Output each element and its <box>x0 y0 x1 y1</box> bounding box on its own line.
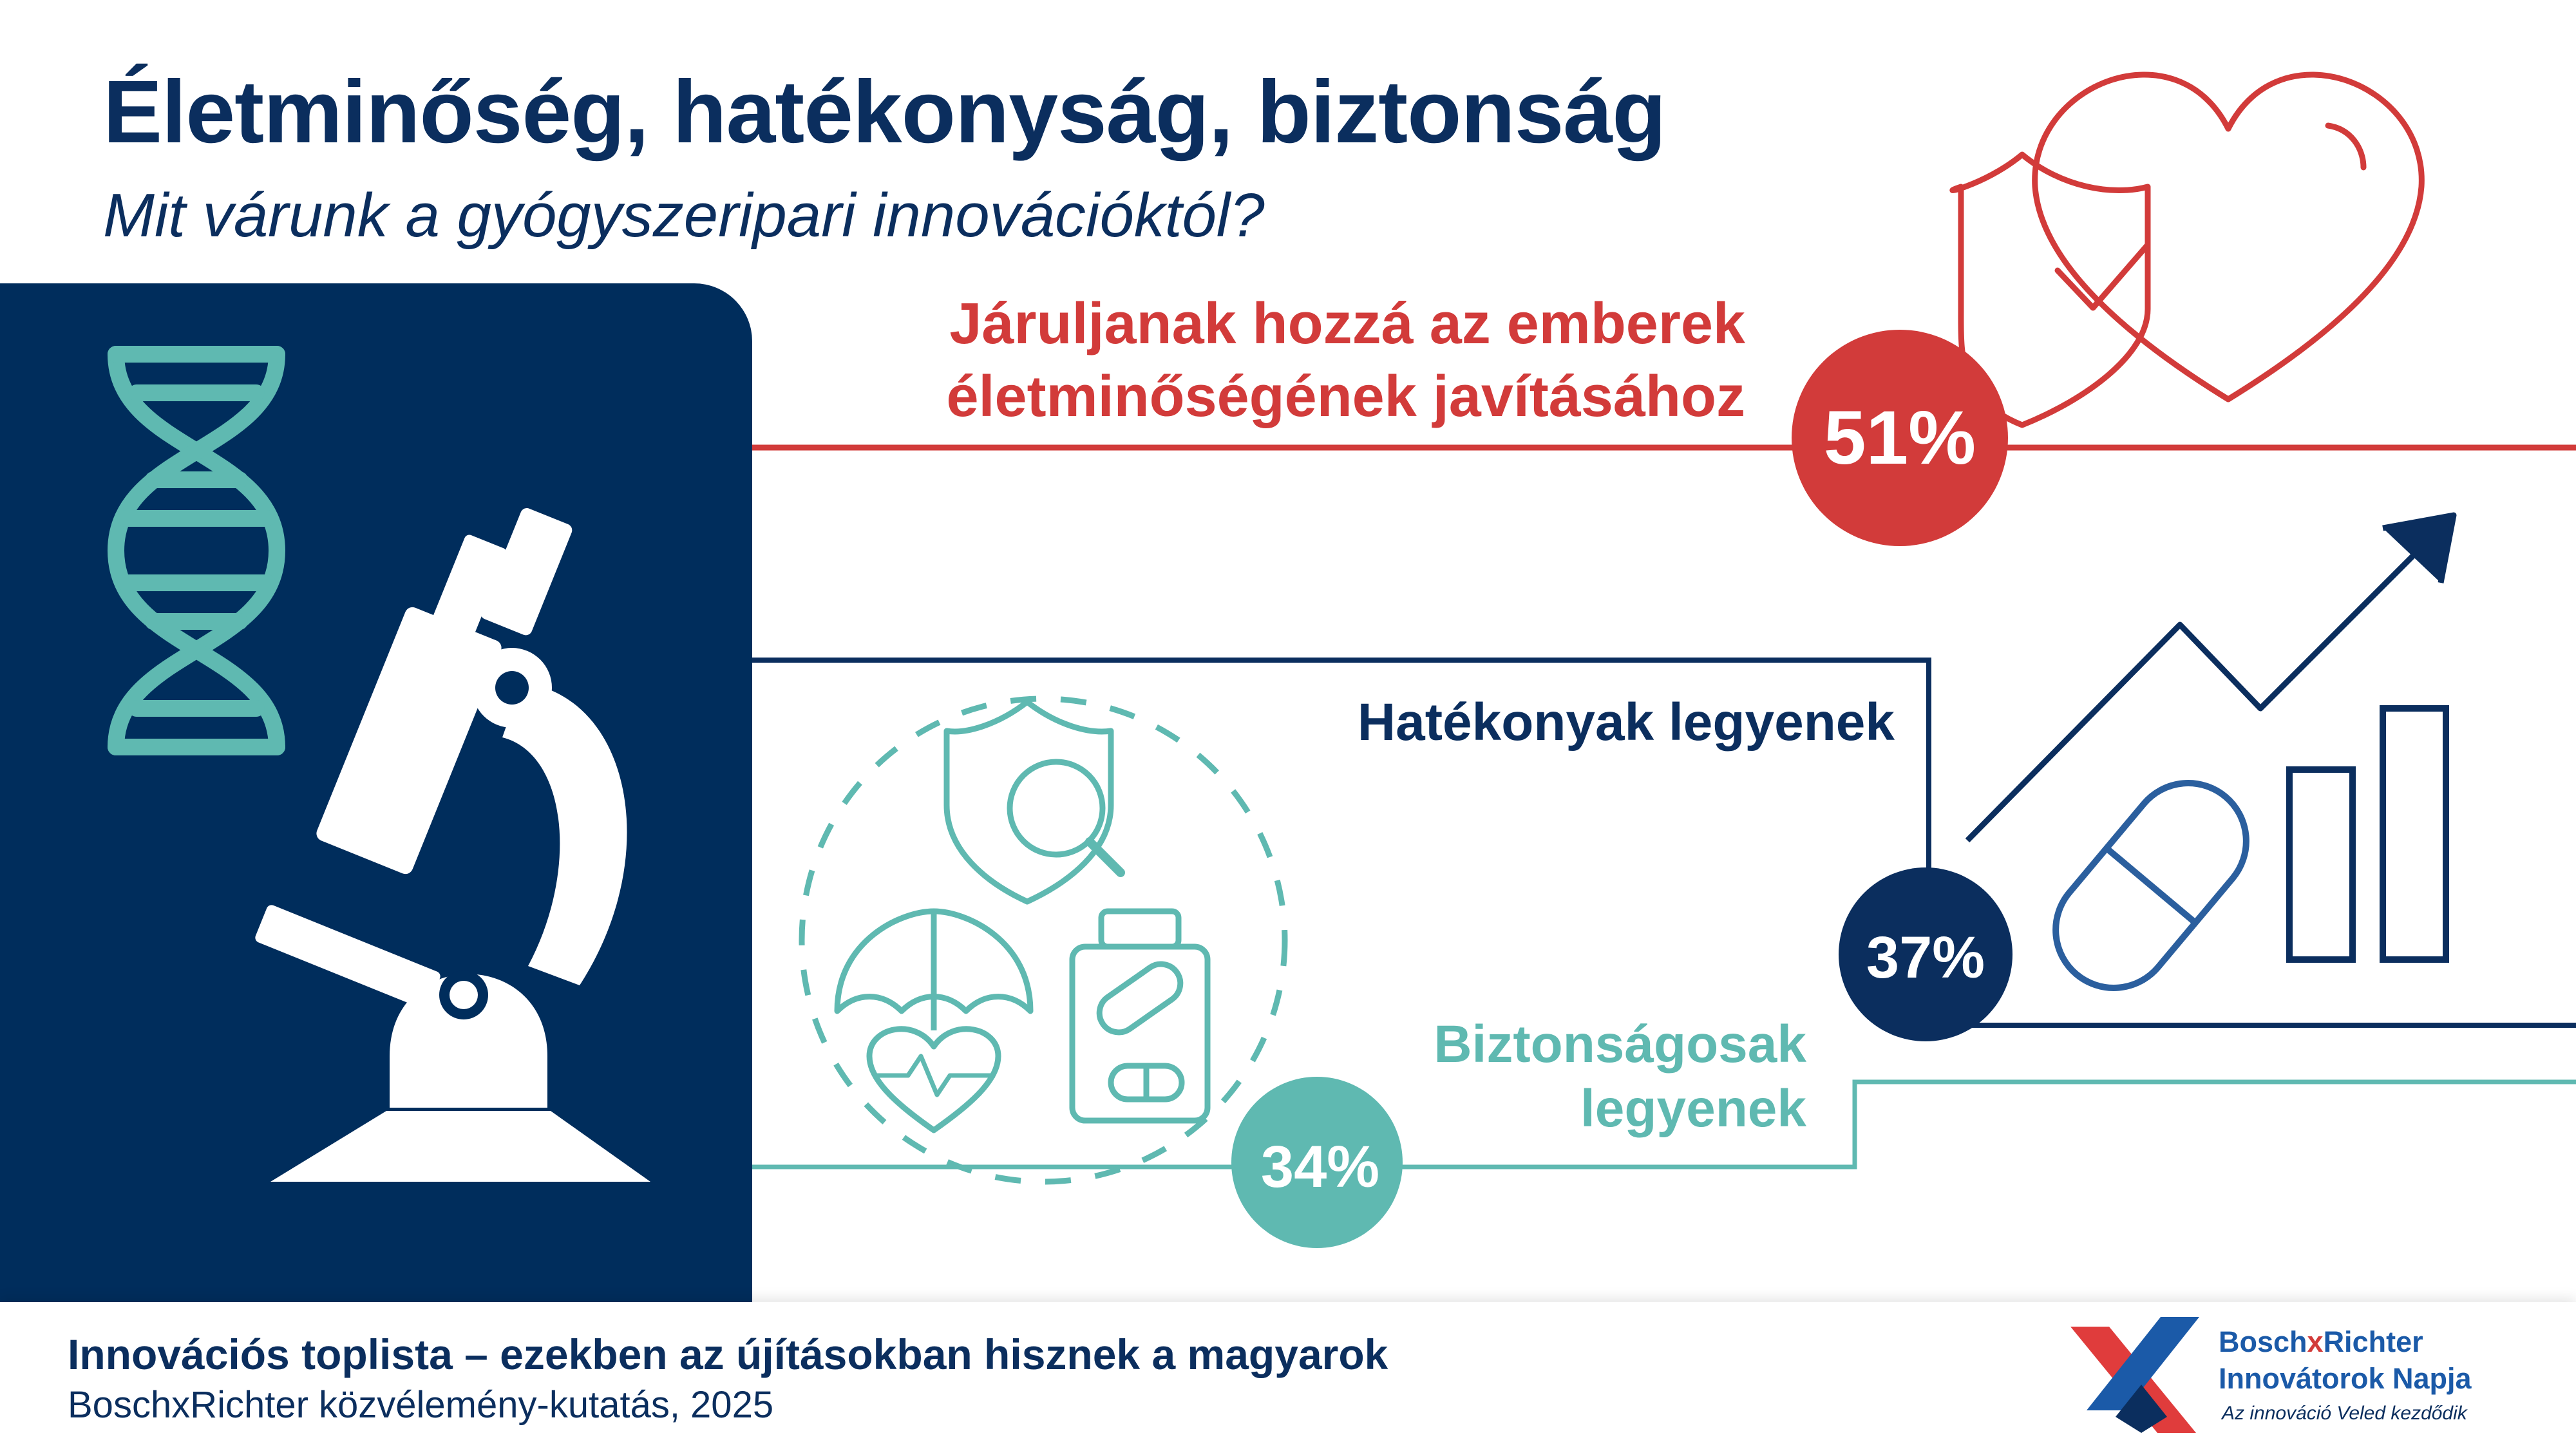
bar-marker-2 <box>1839 867 2012 1041</box>
category-label-3-line2: legyenek <box>1580 1079 1806 1138</box>
heart-icon <box>2032 71 2425 402</box>
bar-chart-icon <box>2286 705 2449 963</box>
category-label-1-line1: Járuljanak hozzá az emberek <box>949 292 1745 356</box>
page-subtitle: Mit várunk a gyógyszeripari innovációktó… <box>103 181 1265 250</box>
brand-logo-icon <box>2070 1317 2199 1433</box>
umbrella-heart-icon <box>834 908 1034 1133</box>
pill-capsule-icon <box>2052 780 2249 991</box>
bar-marker-1 <box>1792 330 2008 546</box>
bar-marker-3 <box>1231 1077 1403 1248</box>
brand-event-name: Innovátorok Napja <box>2219 1362 2472 1395</box>
value-label-3: 34% <box>1260 1134 1380 1200</box>
footer-source: BoschxRichter közvélemény-kutatás, 2025 <box>68 1384 774 1426</box>
brand-tagline: Az innováció Veled kezdődik <box>2222 1403 2467 1424</box>
pill-bottle-icon <box>1069 908 1211 1124</box>
shield-search-icon <box>943 699 1125 905</box>
brand-name: BoschxRichter <box>2219 1325 2423 1358</box>
bar-line-2 <box>752 658 2576 1028</box>
category-label-2: Hatékonyak legyenek <box>1357 693 1895 752</box>
growth-arrow-icon <box>1965 512 2457 843</box>
dna-icon <box>107 346 286 755</box>
footer-title: Innovációs toplista – ezekben az újításo… <box>68 1331 1388 1378</box>
dashed-ring <box>799 696 1288 1185</box>
microscope-icon <box>255 507 650 1182</box>
category-label-3-line1: Biztonságosak <box>1434 1015 1806 1074</box>
page-title: Életminőség, hatékonyság, biztonság <box>103 62 1666 162</box>
category-label-1-line2: életminőségének javításához <box>946 365 1746 429</box>
value-label-2: 37% <box>1866 925 1985 990</box>
value-label-1: 51% <box>1823 395 1976 480</box>
shield-check-icon <box>1949 151 2151 428</box>
